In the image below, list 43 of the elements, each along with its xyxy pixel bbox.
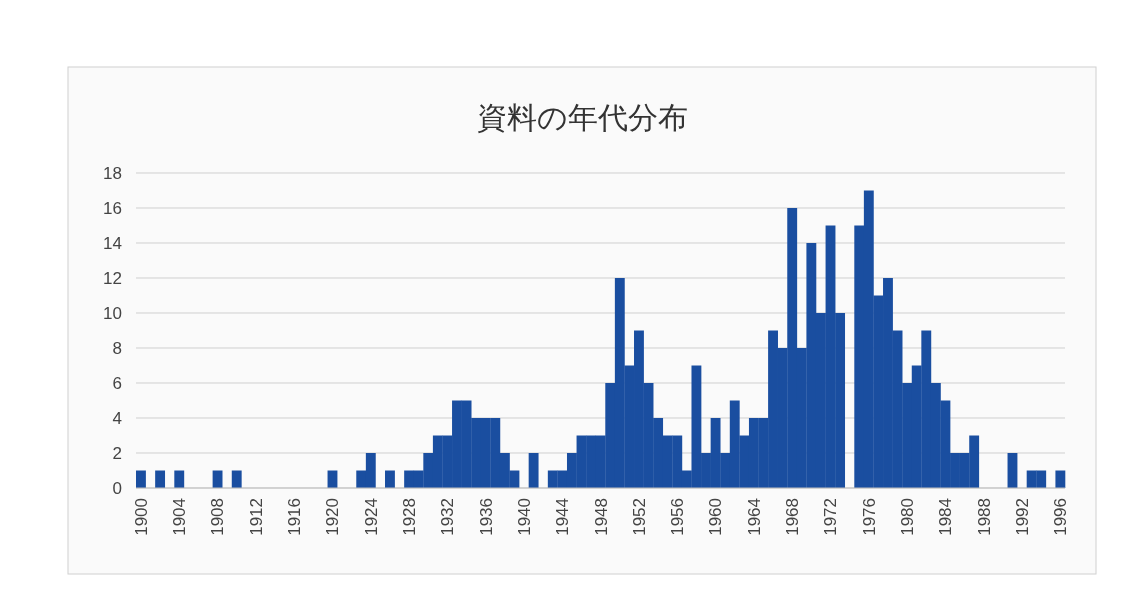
x-tick-label: 1968: [783, 498, 803, 536]
x-tick-label: 1904: [170, 498, 190, 536]
x-tick-label: 1940: [514, 498, 534, 536]
x-tick-label: 1908: [208, 498, 228, 536]
x-tick-label: 1936: [476, 498, 496, 536]
x-tick-label: 1988: [974, 498, 994, 536]
y-tick-label: 2: [112, 444, 122, 463]
bar: [231, 470, 242, 488]
y-tick-label: 10: [103, 304, 122, 323]
bar: [174, 470, 185, 488]
y-tick-label: 12: [103, 269, 122, 288]
bar: [155, 470, 166, 488]
x-tick-label: 1932: [438, 498, 458, 536]
bar: [385, 470, 395, 488]
y-tick-label: 6: [112, 374, 122, 393]
x-tick-label: 1920: [323, 498, 343, 536]
x-tick-label: 1992: [1012, 498, 1032, 536]
y-tick-label: 4: [112, 409, 122, 428]
x-tick-label: 1944: [553, 498, 573, 536]
x-tick-label: 1996: [1051, 498, 1071, 536]
x-tick-label: 1948: [591, 498, 611, 536]
bar: [1055, 470, 1066, 488]
x-tick-label: 1972: [821, 498, 841, 536]
x-tick-label: 1916: [285, 498, 305, 536]
x-tick-label: 1928: [399, 498, 419, 536]
chart-title: 資料の年代分布: [476, 101, 688, 134]
x-tick-label: 1980: [897, 498, 917, 536]
x-tick-label: 1912: [246, 498, 266, 536]
y-tick-label: 16: [103, 199, 122, 218]
x-tick-label: 1964: [744, 498, 764, 536]
x-tick-label: 1984: [936, 498, 956, 536]
x-tick-label: 1960: [706, 498, 726, 536]
x-tick-label: 1952: [629, 498, 649, 536]
x-tick-label: 1976: [859, 498, 879, 536]
x-tick-label: 1924: [361, 498, 381, 536]
y-tick-label: 8: [112, 339, 122, 358]
y-tick-label: 14: [103, 234, 122, 253]
bar: [528, 453, 539, 488]
bar: [136, 470, 146, 488]
y-tick-label: 18: [103, 164, 122, 183]
x-tick-label: 1956: [668, 498, 688, 536]
y-tick-label: 0: [112, 479, 122, 498]
x-tick-label: 1900: [131, 498, 151, 536]
